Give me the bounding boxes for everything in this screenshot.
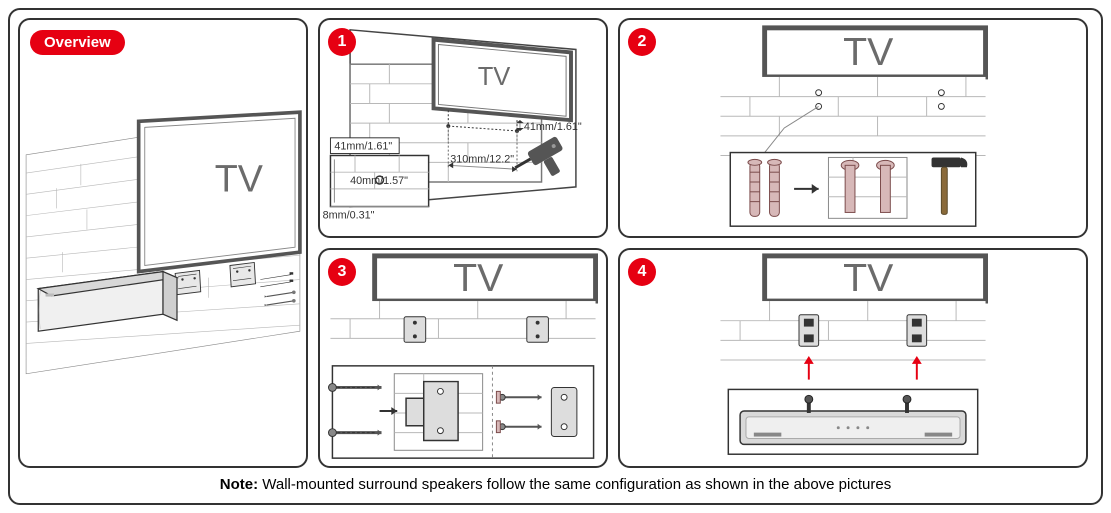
- step-badge-3: 3: [328, 258, 356, 286]
- note-text: Wall-mounted surround speakers follow th…: [258, 476, 891, 493]
- step4-drawing: TV: [620, 250, 1086, 466]
- svg-text:41mm/1.61": 41mm/1.61": [334, 141, 392, 153]
- step-badge-2: 2: [628, 28, 656, 56]
- footer-note: Note: Wall-mounted surround speakers fol…: [18, 468, 1093, 495]
- note-bold: Note:: [220, 476, 258, 493]
- svg-text:310mm/12.2": 310mm/12.2": [450, 153, 514, 165]
- step-badge-4: 4: [628, 258, 656, 286]
- step1-drawing: TV 41mm/1.61" 310mm/12.2": [320, 20, 606, 236]
- step-badge-1: 1: [328, 28, 356, 56]
- panel-step-1: 1: [318, 18, 608, 238]
- svg-text:TV: TV: [843, 256, 894, 300]
- panel-step-4: 4 TV: [618, 248, 1088, 468]
- tv-label: TV: [843, 30, 894, 74]
- soundbar-icon: [38, 272, 177, 332]
- tv-label: TV: [215, 157, 263, 199]
- svg-text:TV: TV: [453, 256, 504, 300]
- panel-overview: Overview: [18, 18, 308, 468]
- step3-drawing: TV: [320, 250, 606, 466]
- overview-badge: Overview: [30, 30, 125, 55]
- panel-step-3: 3 TV: [318, 248, 608, 468]
- svg-text:40mm/1.57": 40mm/1.57": [350, 175, 408, 187]
- panel-step-2: 2 TV: [618, 18, 1088, 238]
- panel-grid: 1: [18, 18, 1093, 468]
- step2-drawing: TV: [620, 20, 1086, 236]
- instruction-sheet: 1: [8, 8, 1103, 505]
- tv-label: TV: [478, 63, 511, 91]
- svg-text:41mm/1.61": 41mm/1.61": [524, 121, 582, 133]
- overview-drawing: TV: [20, 20, 306, 466]
- svg-text:8mm/0.31": 8mm/0.31": [323, 209, 375, 221]
